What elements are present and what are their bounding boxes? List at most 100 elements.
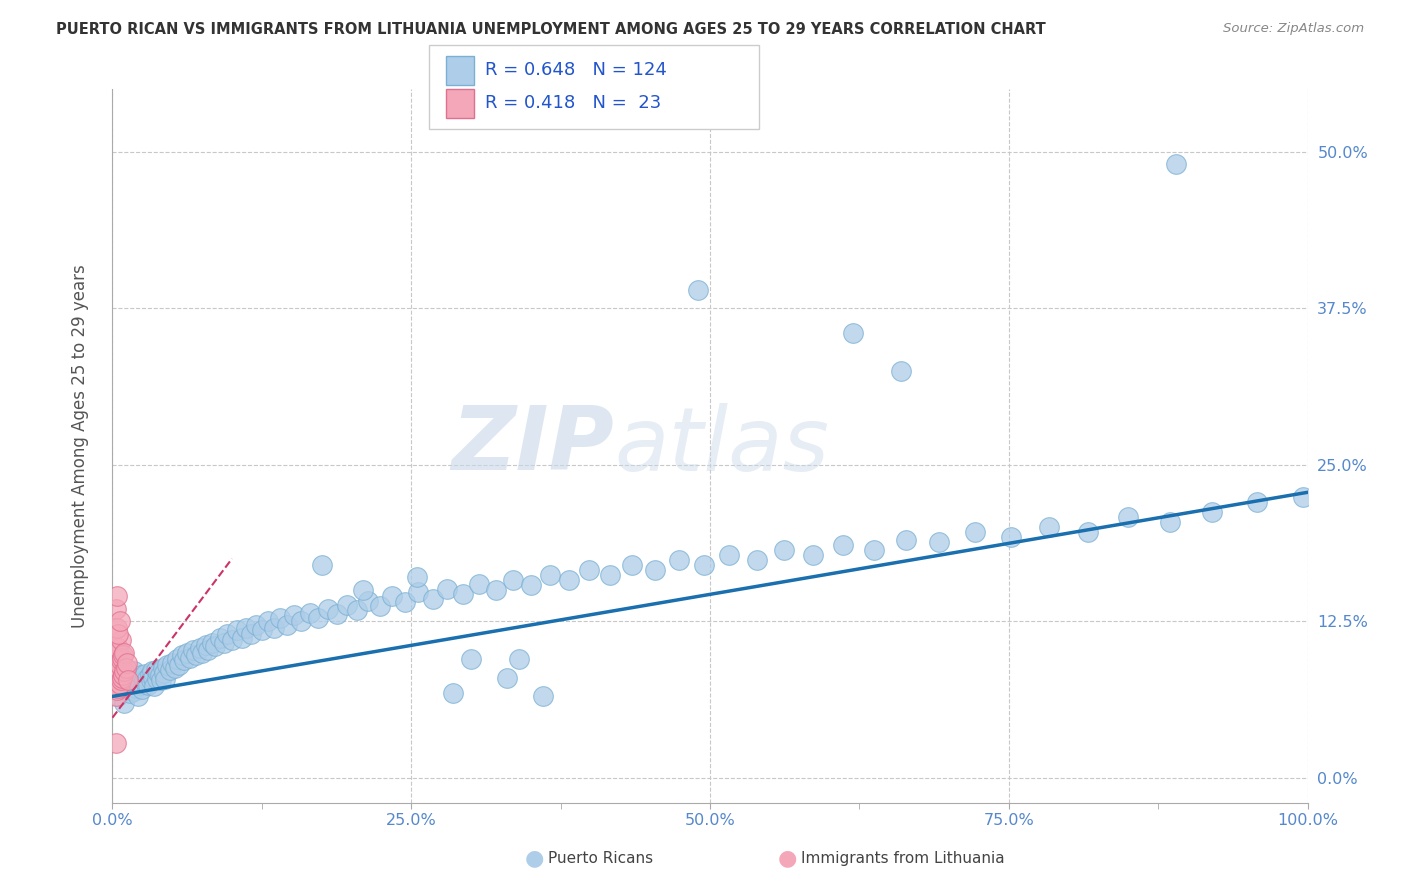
Point xyxy=(127,690,149,704)
Point xyxy=(163,660,186,674)
Text: Puerto Ricans: Puerto Ricans xyxy=(548,851,654,865)
Point xyxy=(668,553,690,567)
Text: atlas: atlas xyxy=(614,403,830,489)
Point xyxy=(688,283,710,297)
Point xyxy=(166,652,188,666)
Point xyxy=(221,633,243,648)
Point xyxy=(108,677,131,691)
Point xyxy=(326,607,349,621)
Point xyxy=(125,673,148,687)
Point xyxy=(217,627,239,641)
Point xyxy=(718,548,741,562)
Point xyxy=(142,671,165,685)
Point xyxy=(105,736,128,750)
Point xyxy=(508,652,530,666)
Point xyxy=(110,673,132,687)
Point xyxy=(194,638,217,652)
Point xyxy=(139,673,162,687)
Point xyxy=(110,653,132,667)
Point xyxy=(176,646,198,660)
Point xyxy=(122,684,145,698)
Point xyxy=(105,690,128,704)
Point xyxy=(114,668,135,682)
Point xyxy=(186,648,208,662)
Point xyxy=(408,585,430,599)
Point xyxy=(115,683,138,698)
Point xyxy=(141,665,163,679)
Point xyxy=(170,648,193,662)
Point xyxy=(105,683,128,698)
Point xyxy=(1292,491,1315,505)
Point xyxy=(156,658,179,673)
Point xyxy=(107,640,129,655)
Point xyxy=(179,650,201,665)
Point xyxy=(644,563,666,577)
Point xyxy=(1077,525,1099,540)
Point xyxy=(485,582,508,597)
Point xyxy=(890,364,912,378)
Text: ZIP: ZIP xyxy=(451,402,614,490)
Point xyxy=(122,665,145,679)
Point xyxy=(578,563,600,577)
Point xyxy=(153,672,176,686)
Point xyxy=(159,663,181,677)
Point xyxy=(745,553,768,567)
Text: R = 0.648   N = 124: R = 0.648 N = 124 xyxy=(485,62,666,79)
Point xyxy=(108,614,131,628)
Point xyxy=(209,631,232,645)
Point xyxy=(316,601,339,615)
Point xyxy=(357,594,380,608)
Point xyxy=(134,666,156,681)
Point xyxy=(346,603,368,617)
Text: Source: ZipAtlas.com: Source: ZipAtlas.com xyxy=(1223,22,1364,36)
Text: ●: ● xyxy=(778,848,797,868)
Point xyxy=(468,576,491,591)
Point xyxy=(496,671,519,685)
Point xyxy=(107,627,129,641)
Point xyxy=(1118,510,1140,524)
Point xyxy=(132,673,155,687)
Point xyxy=(107,681,129,695)
Point xyxy=(110,633,132,648)
Text: Immigrants from Lithuania: Immigrants from Lithuania xyxy=(801,851,1005,865)
Point xyxy=(451,587,474,601)
Point xyxy=(128,671,150,685)
Point xyxy=(231,631,253,645)
Point xyxy=(422,591,444,606)
Point xyxy=(290,614,312,628)
Point xyxy=(150,673,173,687)
Point xyxy=(121,671,143,685)
Point xyxy=(152,660,174,674)
Point xyxy=(136,672,159,686)
Text: PUERTO RICAN VS IMMIGRANTS FROM LITHUANIA UNEMPLOYMENT AMONG AGES 25 TO 29 YEARS: PUERTO RICAN VS IMMIGRANTS FROM LITHUANI… xyxy=(56,22,1046,37)
Y-axis label: Unemployment Among Ages 25 to 29 years: Unemployment Among Ages 25 to 29 years xyxy=(70,264,89,628)
Point xyxy=(1159,516,1181,530)
Point xyxy=(115,656,138,670)
Point xyxy=(149,668,172,682)
Point xyxy=(153,665,176,680)
Point xyxy=(135,677,157,691)
Point xyxy=(801,548,824,562)
Point xyxy=(117,673,139,687)
Point xyxy=(114,660,136,674)
Point xyxy=(263,621,285,635)
Point xyxy=(121,679,143,693)
Point xyxy=(283,607,305,622)
Point xyxy=(114,646,135,660)
Point xyxy=(235,621,257,635)
Point xyxy=(245,618,267,632)
Point xyxy=(394,595,416,609)
Point xyxy=(894,533,917,547)
Point xyxy=(204,640,226,654)
Point xyxy=(928,535,950,549)
Point xyxy=(173,653,195,667)
Point xyxy=(120,677,142,691)
Point xyxy=(269,610,291,624)
Point xyxy=(693,558,716,572)
Point xyxy=(107,660,129,674)
Point xyxy=(105,665,128,679)
Point xyxy=(831,538,853,552)
Point xyxy=(120,685,142,699)
Point xyxy=(842,326,865,341)
Point xyxy=(311,558,333,572)
